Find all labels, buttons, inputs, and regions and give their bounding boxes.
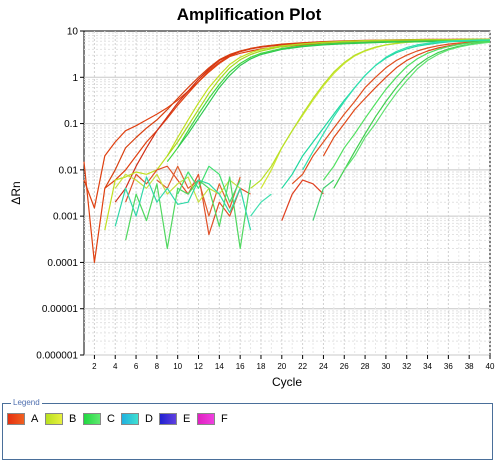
legend-label: B — [69, 413, 77, 425]
x-tick-label: 38 — [465, 362, 474, 371]
legend-items: A B C D E F — [7, 413, 235, 425]
chart-title: Amplification Plot — [177, 5, 322, 24]
series-line-c-12 — [322, 40, 491, 181]
legend-swatch — [197, 413, 215, 425]
x-tick-label: 4 — [113, 362, 118, 371]
x-tick-label: 20 — [277, 362, 286, 371]
x-tick-label: 30 — [381, 362, 390, 371]
x-tick-label: 10 — [173, 362, 182, 371]
legend-item-d: D — [121, 413, 159, 425]
x-tick-label: 16 — [236, 362, 245, 371]
grid-lines — [84, 31, 491, 356]
series-line-c-14 — [343, 41, 491, 171]
legend-label: D — [145, 413, 153, 425]
legend-item-e: E — [159, 413, 197, 425]
y-tick-label: 0.0001 — [47, 258, 78, 269]
y-axis-ticks: 0.000001 0.00001 0.0001 0.001 0.01 0.1 1 10 — [36, 27, 84, 362]
series-line-c-25 — [312, 179, 335, 221]
legend-item-a: A — [7, 413, 45, 425]
x-tick-label: 40 — [486, 362, 495, 371]
series-line-c-22 — [177, 165, 241, 203]
legend-label: F — [221, 413, 228, 425]
x-tick-label: 18 — [257, 362, 266, 371]
y-axis-title: ΔRn — [9, 181, 23, 204]
legend-label: A — [31, 413, 39, 425]
series-line-c-11 — [177, 40, 490, 149]
x-tick-label: 8 — [155, 362, 160, 371]
y-tick-label: 10 — [67, 27, 79, 38]
x-tick-label: 14 — [215, 362, 224, 371]
x-tick-label: 2 — [92, 362, 97, 371]
x-tick-label: 24 — [319, 362, 328, 371]
legend-item-c: C — [83, 413, 121, 425]
legend-label: C — [107, 413, 115, 425]
legend-swatch — [7, 413, 25, 425]
legend: Legend A B C D E F — [2, 398, 493, 460]
x-axis-ticks: 2 4 6 8 10 12 14 16 18 20 22 24 26 28 30 32 34 36 38 40 — [92, 355, 495, 371]
legend-swatch — [83, 413, 101, 425]
series-line-c-10 — [166, 39, 490, 163]
series-line-b-7 — [166, 38, 490, 157]
series-line-d-21 — [114, 176, 252, 231]
plot-area — [83, 30, 491, 356]
legend-item-b: B — [45, 413, 83, 425]
series-lines — [83, 38, 491, 263]
series-line-d-16 — [302, 39, 490, 171]
series-line-d-23 — [250, 193, 272, 217]
x-tick-label: 32 — [402, 362, 411, 371]
x-tick-label: 34 — [423, 362, 432, 371]
y-tick-label: 0.01 — [59, 165, 79, 176]
y-tick-label: 0.001 — [53, 212, 78, 223]
x-tick-label: 12 — [194, 362, 203, 371]
x-tick-label: 26 — [340, 362, 349, 371]
x-axis-title: Cycle — [272, 375, 302, 389]
x-tick-label: 22 — [298, 362, 307, 371]
x-tick-label: 28 — [361, 362, 370, 371]
y-tick-label: 0.1 — [64, 119, 78, 130]
series-line-a-24 — [281, 179, 324, 221]
y-tick-label: 0.00001 — [42, 304, 79, 315]
series-line-a-3 — [291, 40, 491, 185]
legend-swatch — [121, 413, 139, 425]
legend-swatch — [159, 413, 177, 425]
x-tick-label: 36 — [444, 362, 453, 371]
legend-label: E — [183, 413, 191, 425]
y-tick-label: 0.000001 — [36, 351, 78, 362]
legend-title: Legend — [11, 398, 42, 407]
legend-item-f: F — [197, 413, 235, 425]
y-tick-label: 1 — [72, 73, 78, 84]
x-tick-label: 6 — [134, 362, 139, 371]
series-line-c-13 — [333, 41, 491, 189]
series-line-d-15 — [281, 39, 491, 189]
legend-swatch — [45, 413, 63, 425]
series-line-c-20 — [125, 176, 252, 250]
amplification-chart: Amplification Plot 0.000001 0.00001 0.0001… — [9, 5, 495, 389]
